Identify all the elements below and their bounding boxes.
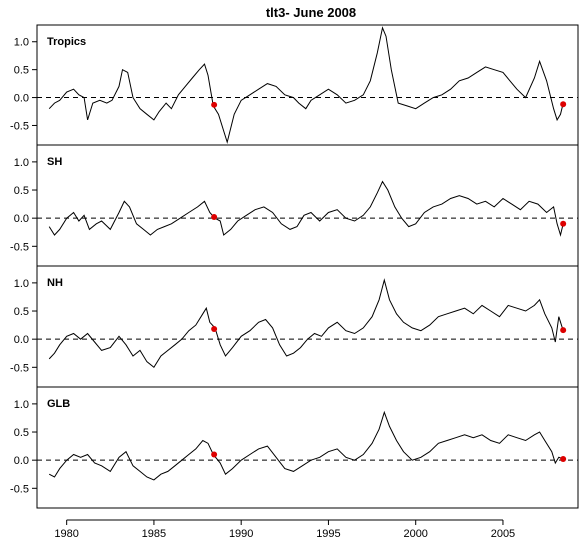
series-line-nh <box>48 278 564 369</box>
panel-label-glb: GLB <box>47 398 70 410</box>
panels-group: 1.0 0.5 0.0 -0.5 Tropics 1.0 0.5 0.0 -0.5 SH 1.0 0.… <box>10 24 579 509</box>
highlight-marker <box>211 214 218 221</box>
y-tick-label: 0.5 <box>14 306 29 318</box>
highlight-marker <box>211 451 218 458</box>
panel-frame <box>36 265 579 388</box>
panel-glb: 1.0 0.5 0.0 -0.5 GLB <box>10 386 579 509</box>
highlight-marker <box>560 220 567 227</box>
y-tick-label: 0.5 <box>14 427 29 439</box>
x-axis: 1980 1985 1990 1995 2000 2005 <box>54 519 515 540</box>
highlight-marker <box>560 456 567 463</box>
y-tick-label: -0.5 <box>10 483 29 495</box>
x-tick-label: 1980 <box>54 528 78 540</box>
figure-title: tlt3- June 2008 <box>266 5 356 20</box>
highlight-marker <box>211 101 218 108</box>
series-line-sh <box>48 180 564 237</box>
panel-label-sh: SH <box>47 156 62 168</box>
y-tick-label: 1.0 <box>14 399 29 411</box>
x-tick-label: 2000 <box>403 528 427 540</box>
y-tick-label: 1.0 <box>14 37 29 49</box>
x-tick-label: 2005 <box>491 528 515 540</box>
y-tick-label: -0.5 <box>10 241 29 253</box>
y-tick-label: -0.5 <box>10 362 29 374</box>
y-tick-label: 1.0 <box>14 157 29 169</box>
y-tick-label: 0.5 <box>14 185 29 197</box>
panel-label-tropics: Tropics <box>47 36 86 48</box>
y-tick-label: 0.0 <box>14 93 29 105</box>
highlight-marker <box>560 101 567 108</box>
y-tick-label: 0.5 <box>14 65 29 77</box>
panel-sh: 1.0 0.5 0.0 -0.5 SH <box>10 144 579 267</box>
series-line-glb <box>48 410 564 481</box>
x-tick-label: 1985 <box>142 528 166 540</box>
panel-label-nh: NH <box>47 277 63 289</box>
panel-nh: 1.0 0.5 0.0 -0.5 NH <box>10 265 579 388</box>
panel-frame <box>36 386 579 509</box>
panel-frame <box>36 24 579 146</box>
x-tick-label: 1995 <box>316 528 340 540</box>
y-tick-label: 0.0 <box>14 455 29 467</box>
y-tick-label: -0.5 <box>10 120 29 132</box>
panel-frame <box>36 144 579 267</box>
y-tick-label: 1.0 <box>14 278 29 290</box>
highlight-marker <box>211 326 218 333</box>
y-tick-label: 0.0 <box>14 334 29 346</box>
series-line-tropics <box>48 26 564 145</box>
y-tick-label: 0.0 <box>14 213 29 225</box>
panel-tropics: 1.0 0.5 0.0 -0.5 Tropics <box>10 24 579 146</box>
x-tick-label: 1990 <box>229 528 253 540</box>
highlight-marker <box>560 327 567 334</box>
